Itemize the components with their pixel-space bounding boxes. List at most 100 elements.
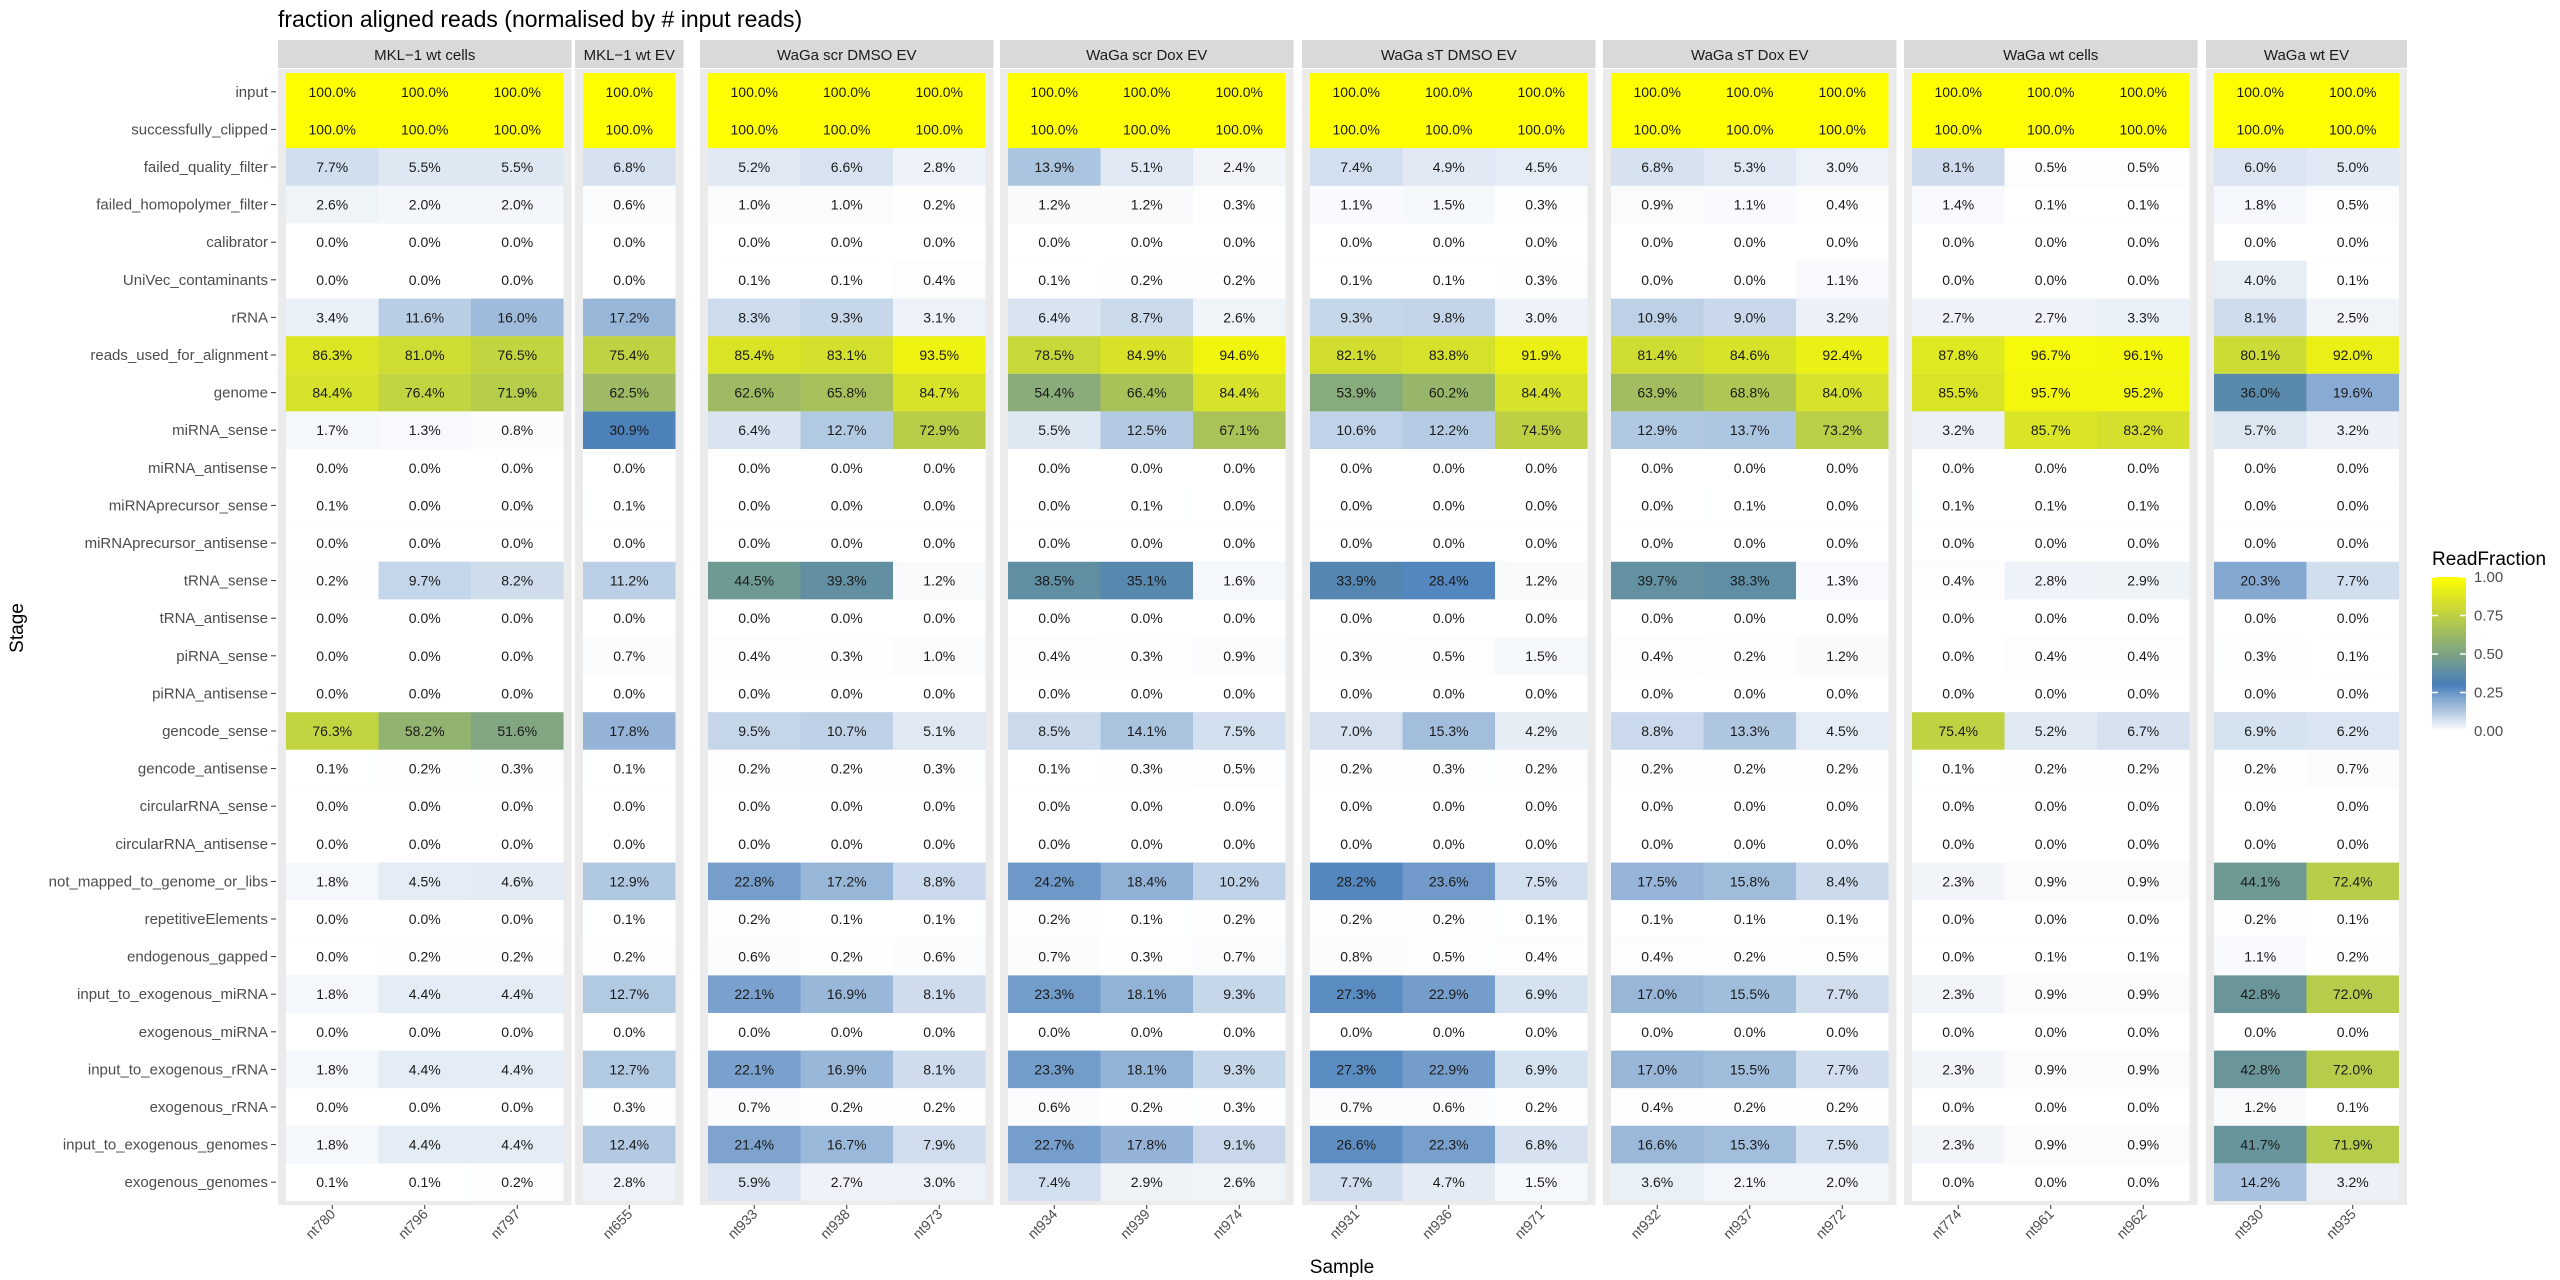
- heatmap-cell: [800, 1088, 893, 1126]
- cell-label: 0.3%: [1433, 761, 1465, 777]
- heatmap-cell: [1402, 599, 1495, 637]
- cell-label: 39.3%: [827, 573, 867, 589]
- heatmap-cell: [800, 712, 893, 750]
- heatmap-cell: [2004, 486, 2097, 525]
- cell-label: 0.0%: [316, 648, 348, 664]
- cell-label: 0.6%: [923, 949, 955, 965]
- cell-label: 72.9%: [919, 422, 959, 438]
- cell-label: 0.0%: [1826, 685, 1858, 701]
- cell-label: 0.0%: [2035, 460, 2067, 476]
- heatmap-cell: [2004, 1050, 2097, 1089]
- cell-label: 0.0%: [2127, 798, 2159, 814]
- cell-label: 6.0%: [2244, 159, 2276, 175]
- heatmap-cell: [1008, 937, 1101, 976]
- heatmap-cell: [1703, 486, 1796, 525]
- cell-label: 0.0%: [1038, 798, 1070, 814]
- heatmap-cell: [583, 73, 676, 111]
- cell-label: 12.7%: [609, 1061, 649, 1077]
- cell-label: 0.0%: [1942, 949, 1974, 965]
- heatmap-cell: [378, 449, 471, 487]
- cell-label: 0.0%: [1734, 272, 1766, 288]
- cell-label: 5.7%: [2244, 422, 2276, 438]
- cell-label: 0.0%: [2127, 1099, 2159, 1115]
- heatmap-cell: [1008, 900, 1101, 938]
- cell-label: 100.0%: [1216, 84, 1263, 100]
- heatmap-cell: [1008, 975, 1101, 1013]
- cell-label: 0.0%: [316, 460, 348, 476]
- cell-label: 1.8%: [316, 1137, 348, 1153]
- heatmap-cell: [1611, 637, 1704, 675]
- cell-label: 18.4%: [1127, 873, 1167, 889]
- cell-label: 8.5%: [1038, 723, 1070, 739]
- cell-label: 66.4%: [1127, 385, 1167, 401]
- cell-label: 0.0%: [316, 911, 348, 927]
- heatmap-cell: [1703, 336, 1796, 374]
- cell-label: 0.1%: [831, 911, 863, 927]
- cell-label: 0.2%: [923, 197, 955, 213]
- heatmap-cell: [1008, 449, 1101, 487]
- heatmap-cell: [2214, 1050, 2307, 1089]
- heatmap-cell: [800, 373, 893, 412]
- heatmap-cell: [2097, 1088, 2190, 1126]
- cell-label: 0.0%: [2035, 1024, 2067, 1040]
- cell-label: 62.6%: [734, 385, 774, 401]
- heatmap-cell: [1193, 712, 1286, 750]
- cell-label: 0.0%: [831, 234, 863, 250]
- cell-label: 5.3%: [1734, 159, 1766, 175]
- y-tick-label: circularRNA_sense: [140, 798, 268, 815]
- heatmap-cell: [2214, 524, 2307, 562]
- cell-label: 0.0%: [501, 685, 533, 701]
- heatmap-cell: [1796, 1125, 1889, 1164]
- cell-label: 68.8%: [1730, 385, 1770, 401]
- heatmap-cell: [1703, 599, 1796, 637]
- cell-label: 100.0%: [1031, 84, 1078, 100]
- cell-label: 17.2%: [609, 309, 649, 325]
- heatmap-cell: [1611, 975, 1704, 1013]
- cell-label: 0.1%: [1525, 911, 1557, 927]
- heatmap-cell: [1796, 749, 1889, 788]
- heatmap-cell: [2097, 449, 2190, 487]
- cell-label: 80.1%: [2240, 347, 2280, 363]
- cell-label: 83.8%: [1429, 347, 1469, 363]
- heatmap-cell: [1100, 148, 1193, 186]
- cell-label: 0.2%: [1734, 1099, 1766, 1115]
- heatmap-cell: [286, 185, 379, 224]
- cell-label: 5.2%: [738, 159, 770, 175]
- cell-label: 0.0%: [409, 836, 441, 852]
- y-tick-label: input_to_exogenous_miRNA: [77, 986, 268, 1003]
- cell-label: 100.0%: [2120, 121, 2167, 137]
- heatmap-cell: [1402, 712, 1495, 750]
- cell-label: 2.6%: [1223, 309, 1255, 325]
- cell-label: 0.2%: [1223, 911, 1255, 927]
- cell-label: 81.0%: [405, 347, 445, 363]
- cell-label: 0.0%: [1038, 535, 1070, 551]
- cell-label: 4.4%: [409, 986, 441, 1002]
- cell-label: 41.7%: [2240, 1137, 2280, 1153]
- heatmap-cell: [2214, 373, 2307, 412]
- heatmap-cell: [1008, 825, 1101, 863]
- heatmap-cell: [1703, 637, 1796, 675]
- heatmap-cell: [1402, 1163, 1495, 1201]
- cell-label: 1.8%: [316, 873, 348, 889]
- cell-label: 0.0%: [2127, 460, 2159, 476]
- cell-label: 1.2%: [1038, 197, 1070, 213]
- cell-label: 0.0%: [1131, 836, 1163, 852]
- heatmap-cell: [1008, 298, 1101, 337]
- cell-label: 0.0%: [2244, 460, 2276, 476]
- heatmap-cell: [1193, 486, 1286, 525]
- cell-label: 0.0%: [1038, 836, 1070, 852]
- heatmap-cell: [1100, 298, 1193, 337]
- cell-label: 0.0%: [2337, 685, 2369, 701]
- y-tick-label: piRNA_sense: [176, 648, 268, 665]
- cell-label: 0.0%: [1131, 535, 1163, 551]
- cell-label: 28.2%: [1336, 873, 1376, 889]
- cell-label: 76.3%: [312, 723, 352, 739]
- heatmap-cell: [286, 223, 379, 261]
- heatmap-cell: [1100, 1013, 1193, 1051]
- heatmap-cell: [1611, 411, 1704, 449]
- cell-label: 0.0%: [1131, 685, 1163, 701]
- heatmap-cell: [1912, 486, 2005, 525]
- cell-label: 100.0%: [1216, 121, 1263, 137]
- heatmap-cell: [1402, 787, 1495, 825]
- cell-label: 100.0%: [2329, 84, 2376, 100]
